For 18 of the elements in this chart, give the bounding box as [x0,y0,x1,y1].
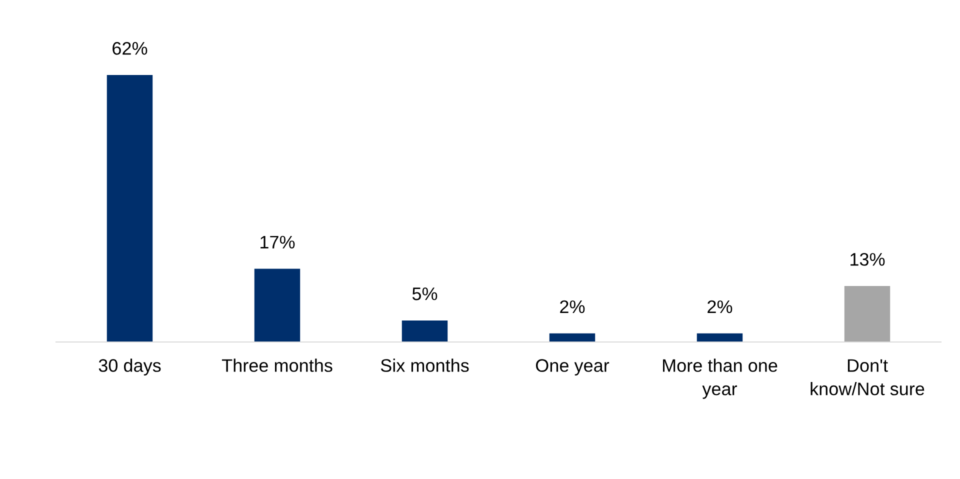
bar [106,75,153,342]
data-label: 5% [412,288,438,300]
bar [549,333,596,342]
data-label: 2% [708,300,732,314]
bar [844,286,890,342]
data-label: 13% [850,252,885,266]
data-label: 62% [112,42,148,55]
data-label: 2% [560,300,585,314]
bar [696,333,743,342]
bar [402,320,448,342]
x-tick-label: Three months [222,358,332,372]
x-tick-label: Don't know/Not sure [810,359,924,396]
x-tick-label: More than one year [663,358,778,399]
x-tick-label: One year [536,359,610,376]
x-tick-label: Six months [380,358,469,372]
x-tick-label: 30 days [98,358,161,376]
data-label: 17% [260,236,295,248]
bar [254,268,300,342]
